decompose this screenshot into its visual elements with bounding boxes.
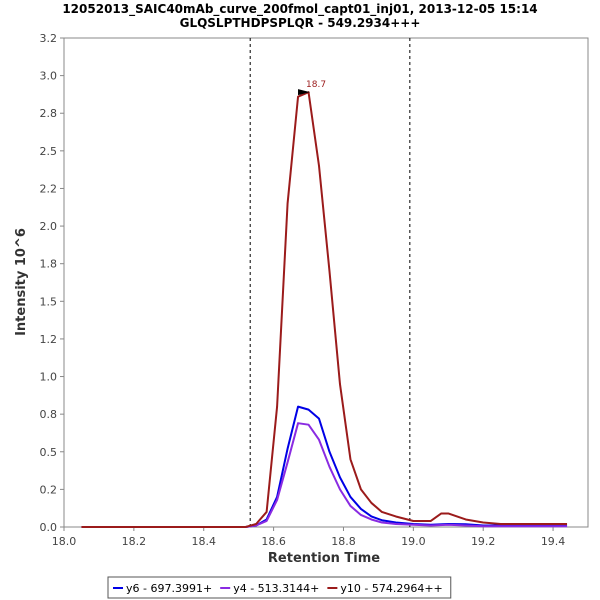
y-tick-label: 2.8 bbox=[40, 107, 58, 120]
plot-area bbox=[63, 37, 589, 528]
legend-box bbox=[107, 576, 452, 599]
x-tick-label: 19.4 bbox=[541, 535, 566, 548]
y-tick-label: 3.0 bbox=[40, 70, 58, 83]
series-line-y4 bbox=[81, 422, 568, 528]
legend-entry: y4 - 513.3144+ bbox=[233, 582, 319, 595]
y-tick-label: 0.8 bbox=[40, 408, 58, 421]
x-tick-label: 18.2 bbox=[122, 535, 147, 548]
x-tick-label: 19.0 bbox=[401, 535, 426, 548]
series-line-y10 bbox=[81, 91, 568, 528]
y-tick-label: 1.5 bbox=[40, 295, 58, 308]
y-tick-label: 0.5 bbox=[40, 446, 58, 459]
x-tick-label: 19.2 bbox=[471, 535, 496, 548]
peak-marker-icon bbox=[298, 89, 311, 96]
legend: y6 - 697.3991+ y4 - 513.3144+ y10 - 574.29… bbox=[107, 576, 452, 599]
y-tick-label: 0.2 bbox=[40, 483, 58, 496]
y-tick-label: 0.0 bbox=[40, 521, 58, 534]
x-tick-label: 18.6 bbox=[261, 535, 286, 548]
y-tick-label: 1.8 bbox=[40, 258, 58, 271]
chart-title: 12052013_SAIC40mAb_curve_200fmol_capt01_… bbox=[62, 2, 537, 17]
x-tick-label: 18.8 bbox=[331, 535, 356, 548]
y-tick-label: 3.2 bbox=[40, 32, 58, 45]
x-tick-label: 18.0 bbox=[52, 535, 77, 548]
legend-entry: y10 - 574.2964++ bbox=[340, 582, 442, 595]
legend-entry: y6 - 697.3991+ bbox=[126, 582, 212, 595]
x-axis-label: Retention Time bbox=[268, 551, 380, 566]
x-tick-label: 18.4 bbox=[191, 535, 216, 548]
y-axis-label: Intensity 10^6 bbox=[14, 228, 29, 336]
y-tick-label: 1.0 bbox=[40, 371, 58, 384]
chart-subtitle: GLQSLPTHDPSPLQR - 549.2934+++ bbox=[180, 16, 421, 30]
y-tick-label: 2.0 bbox=[40, 220, 58, 233]
y-tick-label: 2.5 bbox=[40, 145, 58, 158]
peak-label: 18.7 bbox=[306, 80, 326, 90]
y-tick-label: 1.2 bbox=[40, 333, 58, 346]
y-tick-label: 2.2 bbox=[40, 182, 58, 195]
